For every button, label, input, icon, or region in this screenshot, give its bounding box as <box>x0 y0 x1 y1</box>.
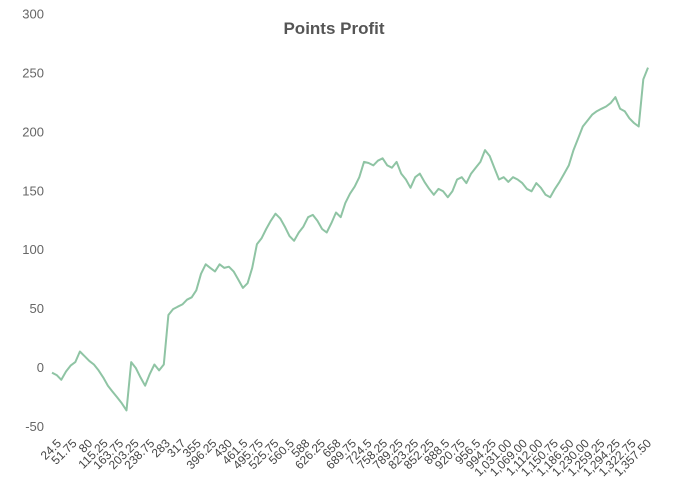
y-tick-label: 300 <box>22 7 44 22</box>
x-axis: 24.551.7580115.25163.75203.25238.7528331… <box>38 436 655 479</box>
y-tick-label: 200 <box>22 124 44 139</box>
series-line <box>51 67 649 412</box>
plot-area <box>51 67 649 412</box>
chart-title: Points Profit <box>283 19 384 38</box>
y-tick-label: 50 <box>30 301 44 316</box>
y-tick-label: 0 <box>37 360 44 375</box>
y-axis: -50 0 50 100 150 200 250 300 <box>22 7 44 434</box>
y-tick-label: -50 <box>25 419 44 434</box>
y-tick-label: 250 <box>22 66 44 81</box>
y-tick-label: 100 <box>22 242 44 257</box>
y-tick-label: 150 <box>22 183 44 198</box>
